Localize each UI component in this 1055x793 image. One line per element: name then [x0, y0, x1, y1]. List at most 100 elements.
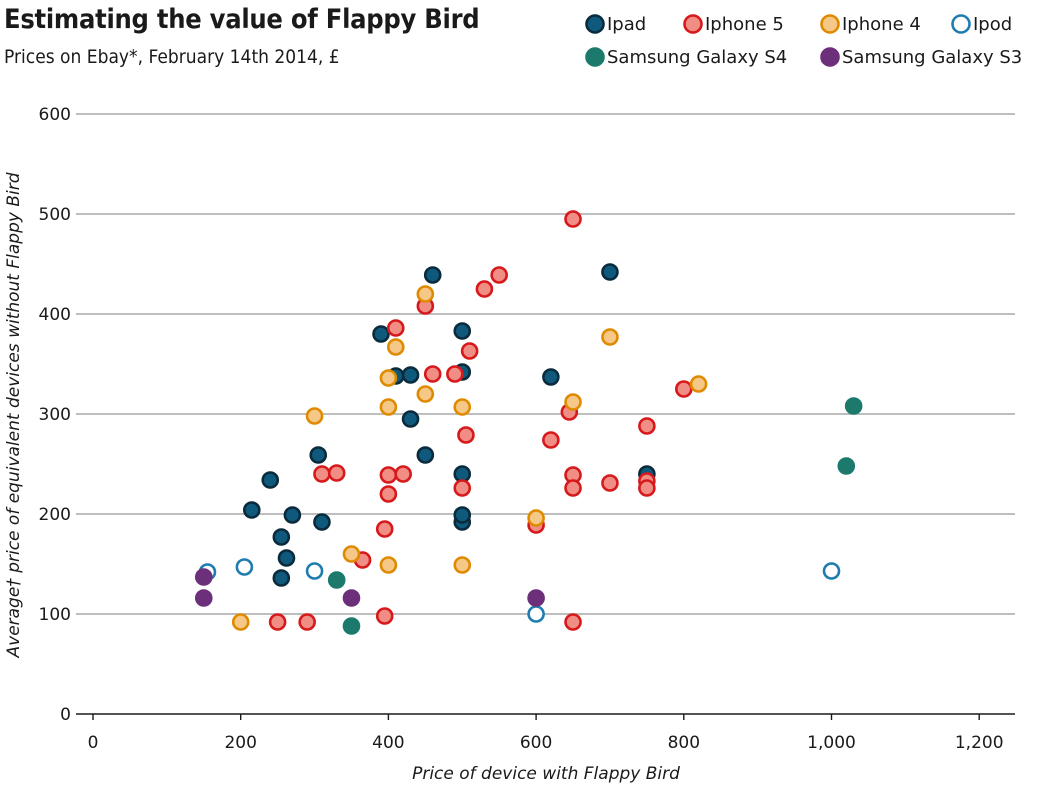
data-point-iphone-5 [601, 474, 619, 492]
data-point-samsung-galaxy-s3 [194, 589, 213, 607]
data-point-ipad [272, 528, 291, 546]
x-tick-label: 0 [88, 733, 99, 753]
data-point-iphone-4 [416, 385, 435, 403]
data-point-iphone-5 [490, 266, 508, 284]
legend-label: Iphone 4 [842, 14, 921, 35]
data-point-iphone-5 [674, 380, 693, 398]
legend-item-iphone-4: Iphone 4 [820, 14, 921, 35]
y-tick-label: 100 [39, 605, 71, 625]
data-point-ipod [235, 558, 254, 576]
data-point-iphone-5 [375, 607, 394, 625]
data-point-iphone-5 [379, 466, 398, 484]
legend-marker [820, 47, 840, 67]
data-point-iphone-5 [313, 465, 331, 483]
data-point-iphone-4 [689, 375, 708, 393]
y-tick-label: 400 [39, 305, 71, 325]
data-point-samsung-galaxy-s4 [342, 617, 361, 635]
data-point-iphone-5 [564, 613, 582, 631]
legend-marker [951, 14, 971, 34]
data-point-ipad [313, 513, 331, 531]
y-tick-label: 0 [60, 705, 71, 725]
legend-item-ipod: Ipod [951, 14, 1012, 35]
gridlines [76, 113, 1015, 615]
data-point-ipad [401, 410, 420, 428]
data-point-iphone-4 [453, 398, 472, 416]
data-point-iphone-4 [379, 369, 398, 387]
data-point-iphone-5 [638, 417, 656, 435]
data-point-iphone-5 [564, 479, 582, 497]
data-point-ipad [309, 446, 328, 464]
data-point-ipad [277, 549, 296, 567]
data-point-ipad [542, 368, 560, 386]
data-point-iphone-5 [327, 464, 346, 482]
y-tick-label: 200 [39, 505, 71, 525]
x-tick-label: 1,200 [955, 733, 1004, 753]
data-point-iphone-4 [379, 398, 398, 416]
data-point-ipod [527, 605, 545, 623]
data-point-iphone-5 [638, 479, 656, 497]
y-tick-label: 600 [39, 105, 71, 125]
data-point-samsung-galaxy-s4 [327, 571, 346, 589]
x-tick-label: 400 [372, 733, 404, 753]
legend-marker [683, 14, 703, 34]
chart-subtitle: Prices on Ebay*, February 14th 2014, £ [4, 46, 340, 68]
data-points [194, 210, 863, 635]
data-point-ipod [305, 562, 324, 580]
data-point-iphone-4 [453, 556, 472, 574]
legend-item-samsung-galaxy-s3: Samsung Galaxy S3 [820, 47, 1022, 68]
y-tick-label: 300 [39, 405, 71, 425]
axes: 0 100 200 300 400 500 600 0 200 400 600 800 1,000 1,2… [39, 105, 1015, 753]
legend-label: Ipod [973, 14, 1012, 35]
legend-marker [585, 47, 605, 67]
legend-item-ipad: Ipad [585, 14, 646, 35]
data-point-iphone-4 [379, 556, 398, 574]
y-axis-title: Average† price of equivalent devices wit… [4, 172, 24, 658]
x-tick-label: 600 [520, 733, 552, 753]
data-point-samsung-galaxy-s3 [342, 589, 361, 607]
legend-label: Samsung Galaxy S3 [842, 47, 1022, 68]
legend-item-iphone-5: Iphone 5 [683, 14, 784, 35]
data-point-iphone-5 [268, 613, 287, 631]
data-point-iphone-4 [527, 509, 545, 527]
legend-label: Ipad [607, 14, 646, 35]
data-point-iphone-5 [446, 365, 464, 383]
data-point-iphone-4 [416, 285, 435, 303]
x-tick-label: 200 [224, 733, 256, 753]
data-point-ipad [261, 471, 280, 489]
data-point-iphone-4 [231, 613, 250, 631]
data-point-iphone-5 [475, 280, 494, 298]
data-point-iphone-5 [460, 342, 479, 360]
data-point-ipad [453, 322, 472, 340]
data-point-iphone-5 [423, 365, 442, 383]
data-point-iphone-5 [542, 431, 560, 449]
data-point-ipad [372, 325, 390, 343]
legend-marker [585, 14, 605, 34]
data-point-ipad [423, 266, 442, 284]
data-point-iphone-4 [305, 407, 324, 425]
data-point-iphone-5 [453, 479, 472, 497]
data-point-iphone-4 [601, 328, 619, 346]
data-point-samsung-galaxy-s3 [527, 589, 545, 607]
legend-label: Iphone 5 [705, 14, 784, 35]
data-point-samsung-galaxy-s4 [837, 457, 856, 475]
data-point-iphone-5 [564, 210, 582, 228]
data-point-iphone-4 [342, 545, 361, 563]
legend: Ipad Iphone 5 Iphone 4 Ipod Samsung Galaxy S… [585, 14, 1022, 68]
data-point-samsung-galaxy-s3 [194, 568, 213, 586]
legend-label: Samsung Galaxy S4 [607, 47, 787, 68]
data-point-iphone-5 [394, 465, 412, 483]
y-tick-label: 500 [39, 205, 71, 225]
legend-marker [820, 14, 840, 34]
legend-item-samsung-galaxy-s4: Samsung Galaxy S4 [585, 47, 787, 68]
data-point-ipad [283, 506, 302, 524]
data-point-iphone-5 [386, 319, 405, 337]
data-point-ipad [272, 569, 291, 587]
data-point-iphone-5 [457, 426, 475, 444]
data-point-iphone-5 [298, 613, 316, 631]
x-tick-label: 800 [668, 733, 700, 753]
data-point-ipod [822, 562, 841, 580]
data-point-iphone-4 [564, 393, 582, 411]
data-point-ipad [453, 506, 472, 524]
data-point-ipad [416, 446, 435, 464]
